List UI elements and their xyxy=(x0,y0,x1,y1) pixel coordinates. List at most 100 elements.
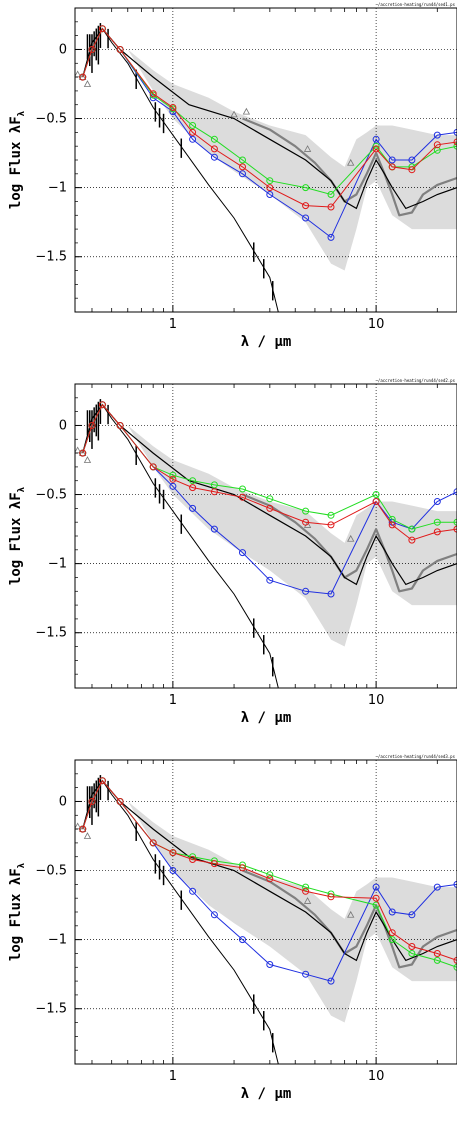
green-series-point xyxy=(388,515,396,523)
green-series-point xyxy=(433,518,441,526)
green-series-point xyxy=(453,963,457,971)
green-series-point xyxy=(433,956,441,964)
y-tick-label: −1.5 xyxy=(35,626,67,641)
plot-area xyxy=(75,384,457,688)
y-tick-label: −0.5 xyxy=(35,112,67,127)
scatter-band xyxy=(127,425,457,647)
red-series-point xyxy=(88,46,96,53)
blue-series-point xyxy=(408,156,416,164)
y-axis-label: log Flux λFλ xyxy=(8,862,27,961)
red-series-point xyxy=(453,956,457,964)
red-series-point xyxy=(189,128,197,136)
triangle-marker xyxy=(79,73,87,80)
y-axis-label-main: log Flux λF xyxy=(8,868,24,961)
blue-series-point xyxy=(239,170,246,178)
green-series-point xyxy=(189,477,197,485)
blue-series-point xyxy=(169,482,177,490)
green-series-point xyxy=(189,122,197,129)
red-series-point xyxy=(433,141,441,149)
blue-series-point xyxy=(372,883,380,891)
y-tick-label: −1.5 xyxy=(35,250,67,265)
scatter-band xyxy=(127,49,457,271)
scatter-band xyxy=(127,801,457,1023)
red-series-point xyxy=(88,798,96,805)
blue-series-point xyxy=(266,961,274,968)
red-series-point xyxy=(210,860,218,868)
red-series-point xyxy=(239,493,246,501)
red-series-point xyxy=(169,104,177,111)
red-series-point xyxy=(408,166,416,174)
plot-area xyxy=(75,760,457,1064)
green-series-point xyxy=(266,871,274,879)
y-axis-label-main: log Flux λF xyxy=(8,116,24,209)
red-series-point xyxy=(169,849,177,857)
red-series-point xyxy=(239,163,246,171)
blue-series-point xyxy=(408,911,416,919)
y-tick-label: −0.5 xyxy=(35,488,67,503)
green-series-point xyxy=(239,485,246,493)
red-series-point xyxy=(79,449,87,457)
red-series-point xyxy=(210,145,218,153)
blue-series-point xyxy=(433,498,441,505)
green-series-point xyxy=(408,950,416,957)
sed-panel-3: 1 10 0 −0.5 −1 −1.5 λ / μm log Flux λFλ ~/accret… xyxy=(8,754,457,1102)
x-tick-label: 1 xyxy=(169,317,177,332)
file-tag: ~/accretion-heating/run44/sed2.ps xyxy=(376,378,456,383)
y-tick-label: −1.5 xyxy=(35,1002,67,1017)
red-series-point xyxy=(453,138,457,146)
green-series-point xyxy=(453,142,457,150)
triangle-marker xyxy=(242,107,251,115)
blue-series-point xyxy=(189,504,197,512)
green-series-point xyxy=(453,518,457,526)
file-tag: ~/accretion-heating/run44/sed1.ps xyxy=(376,2,456,7)
blue-series-point xyxy=(169,867,177,874)
blue-series-point xyxy=(327,590,335,598)
blue-series-point xyxy=(453,488,457,496)
green-series-point xyxy=(266,495,274,503)
green-series-point xyxy=(327,511,335,519)
red-series-point xyxy=(408,943,416,950)
blue-series-point xyxy=(302,970,310,978)
y-tick-label: 0 xyxy=(59,794,67,809)
y-tick-label: −1 xyxy=(48,557,67,572)
median-sed-line xyxy=(82,403,457,586)
x-axis-label: λ / μm xyxy=(241,1086,292,1102)
green-series-point xyxy=(388,936,396,944)
blue-series-point xyxy=(302,587,310,595)
y-tick-label: −1 xyxy=(48,181,67,196)
green-series-point xyxy=(302,883,310,891)
sed-panel-1: 1 10 0 −0.5 −1 −1.5 λ / μm log Flux λFλ ~/accret… xyxy=(8,2,457,350)
red-series-point xyxy=(88,422,96,429)
blue-series-point xyxy=(388,908,396,916)
green-series-point xyxy=(266,177,274,185)
red-series-point xyxy=(189,484,197,492)
y-axis-label-main: log Flux λF xyxy=(8,492,24,585)
x-tick-label: 1 xyxy=(169,693,177,708)
red-series-point xyxy=(79,825,87,833)
blue-series-point xyxy=(302,214,310,222)
file-tag: ~/accretion-heating/run44/sed3.ps xyxy=(376,754,456,759)
red-series-point xyxy=(98,777,106,785)
blue-series-point xyxy=(372,135,380,143)
green-series-point xyxy=(210,135,218,143)
x-tick-label: 1 xyxy=(169,1069,177,1084)
y-tick-label: 0 xyxy=(59,42,67,57)
triangle-marker xyxy=(83,832,92,839)
red-series-point xyxy=(116,798,124,805)
x-tick-label: 10 xyxy=(368,1069,385,1084)
red-series-point xyxy=(116,422,124,429)
y-axis-label-subscript: λ xyxy=(17,110,27,116)
red-series-point xyxy=(210,488,218,496)
triangle-marker xyxy=(230,110,238,118)
red-series-line xyxy=(82,403,457,541)
x-axis-label: λ / μm xyxy=(241,334,292,350)
x-tick-label: 10 xyxy=(368,693,385,708)
red-series-point xyxy=(98,25,106,33)
green-series-point xyxy=(408,525,416,533)
triangle-marker xyxy=(83,456,92,463)
blue-series-point xyxy=(453,128,457,136)
red-series-point xyxy=(149,839,157,847)
plot-area xyxy=(75,8,457,312)
red-series-point xyxy=(372,894,380,902)
blue-series-point xyxy=(210,525,218,533)
